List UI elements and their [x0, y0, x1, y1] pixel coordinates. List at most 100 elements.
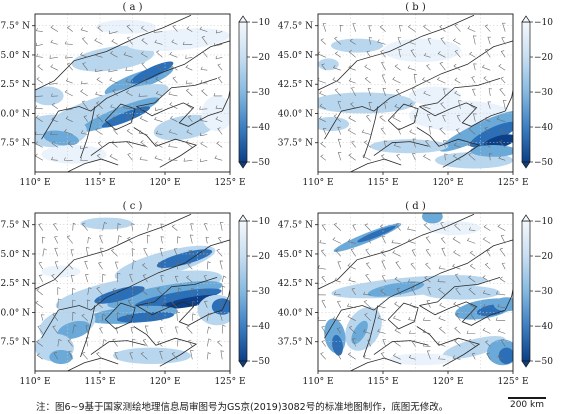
- wind-barb: [394, 276, 401, 283]
- wind-barb: [384, 101, 388, 109]
- wind-barb: [382, 88, 386, 96]
- wind-barb: [498, 140, 506, 148]
- border-line: [90, 141, 146, 156]
- wind-barb: [95, 127, 103, 135]
- wind-barb: [160, 223, 164, 231]
- shaded-region: [389, 353, 455, 366]
- wind-barb: [395, 223, 401, 231]
- wind-barb: [322, 128, 327, 135]
- wind-barb: [66, 25, 73, 32]
- wind-barb: [188, 339, 193, 347]
- wind-barb: [123, 52, 133, 58]
- shaded-region: [498, 347, 513, 364]
- wind-barb: [80, 145, 88, 150]
- lat-tick-label: 40.0° N: [0, 109, 30, 119]
- wind-barb: [453, 301, 461, 309]
- wind-barb: [155, 91, 163, 97]
- wind-barb: [422, 77, 431, 84]
- wind-barb: [199, 26, 208, 32]
- wind-barb: [131, 223, 135, 231]
- wind-barb: [409, 330, 416, 334]
- wind-barb: [53, 352, 59, 360]
- wind-barb: [42, 248, 47, 257]
- wind-barb: [426, 350, 431, 360]
- wind-barb: [422, 329, 431, 334]
- border-line: [67, 357, 119, 371]
- wind-barb: [96, 286, 103, 296]
- wind-barb: [54, 247, 59, 257]
- wind-barb: [392, 76, 401, 84]
- wind-barb: [392, 115, 401, 122]
- wind-barb: [395, 89, 401, 97]
- wind-barb: [484, 126, 491, 135]
- wind-barb: [51, 117, 58, 122]
- wind-barb: [81, 100, 88, 109]
- wind-barb: [216, 248, 223, 257]
- wind-barb: [85, 274, 89, 283]
- wind-barb: [440, 102, 446, 110]
- lat-tick-label: 42.5° N: [0, 279, 30, 289]
- wind-barb: [108, 68, 118, 73]
- lat-tick-label: 37.5° N: [278, 338, 313, 348]
- wind-barb: [176, 262, 181, 270]
- lat-tick-label: 45.0° N: [278, 250, 313, 260]
- wind-barb: [348, 325, 356, 334]
- wind-barb: [203, 223, 208, 231]
- colorbar-tick-label: −50: [534, 158, 553, 168]
- wind-barb: [499, 88, 506, 97]
- wind-barb: [407, 238, 416, 244]
- map-panel-b: ( b ) 47.5° N 45.0° N 42.5° N 40.0° N 37.5° N…: [278, 2, 554, 188]
- wind-barb: [157, 261, 163, 270]
- wind-barb: [364, 313, 371, 321]
- wind-barb: [189, 234, 194, 244]
- wind-barb: [363, 299, 371, 309]
- wind-barb: [482, 327, 491, 334]
- wind-barb: [425, 236, 431, 244]
- wind-barb: [467, 142, 476, 148]
- wind-barb: [469, 302, 476, 309]
- wind-barb: [495, 291, 506, 296]
- wind-barb: [213, 93, 223, 97]
- wind-barb: [70, 249, 75, 257]
- wind-barb: [337, 152, 342, 161]
- wind-barb: [363, 355, 371, 360]
- wind-barb: [487, 101, 491, 109]
- wind-barb: [215, 29, 223, 34]
- wind-barb: [207, 338, 212, 347]
- wind-barb: [426, 114, 431, 122]
- wind-barb: [423, 223, 431, 231]
- wind-barb: [483, 304, 491, 309]
- wind-barb: [112, 338, 118, 347]
- scale-bar-line: [508, 397, 546, 399]
- wind-barb: [443, 88, 447, 96]
- wind-barb: [320, 141, 326, 148]
- wind-barb: [427, 38, 432, 45]
- wind-barb: [113, 128, 118, 135]
- wind-barb: [190, 223, 194, 231]
- wind-barb: [454, 49, 461, 58]
- wind-barb: [201, 288, 208, 296]
- wind-barb: [80, 52, 88, 58]
- wind-barb: [393, 315, 401, 321]
- wind-barb: [426, 300, 431, 308]
- wind-barb: [97, 141, 103, 148]
- wind-barb: [442, 114, 446, 122]
- colorbar-tick-label: −40: [251, 322, 270, 332]
- shaded-region: [318, 92, 416, 114]
- lon-tick-label: 125° E: [497, 377, 528, 387]
- border-line: [318, 213, 475, 290]
- wind-barb: [221, 285, 226, 295]
- colorbar-arrow-top: [521, 15, 531, 23]
- lon-tick-label: 110° E: [19, 178, 50, 188]
- colorbar: [521, 21, 531, 163]
- lon-tick-label: 115° E: [84, 377, 115, 387]
- wind-barb: [63, 157, 73, 161]
- wind-barb: [132, 287, 136, 295]
- wind-barb: [350, 248, 356, 257]
- wind-barb: [391, 239, 401, 244]
- wind-barb: [497, 354, 506, 360]
- wind-barb: [54, 236, 59, 244]
- wind-barb: [380, 50, 386, 58]
- wind-barb: [393, 142, 401, 148]
- wind-barb: [204, 300, 208, 308]
